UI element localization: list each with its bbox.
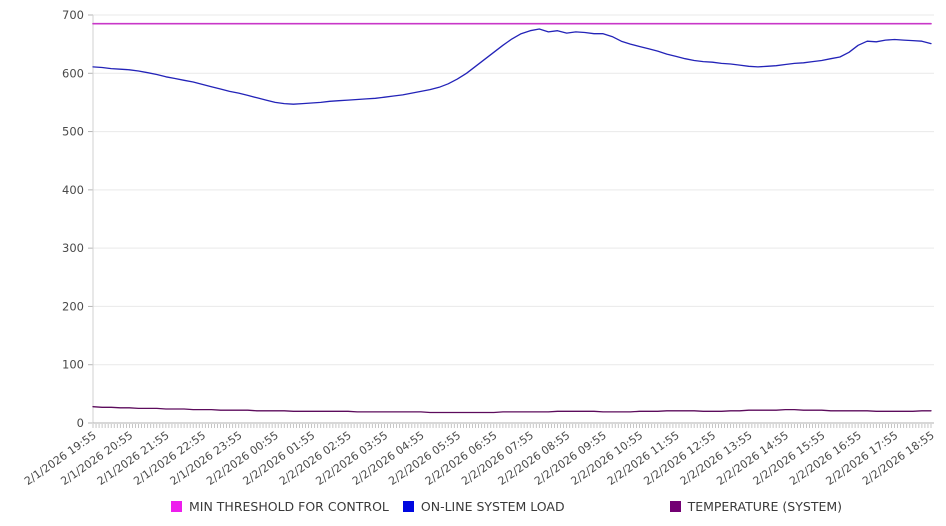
legend-label-temperature: TEMPERATURE (SYSTEM) [687,499,843,514]
y-tick-label: 600 [62,66,84,80]
y-tick-label: 0 [77,416,84,430]
legend-item-system-load: ON-LINE SYSTEM LOAD [402,499,565,514]
legend-item-min-threshold: MIN THRESHOLD FOR CONTROL [171,499,389,514]
y-tick-label: 100 [62,358,84,372]
y-tick-label: 500 [62,125,84,139]
y-tick-label: 300 [62,241,84,255]
legend-item-temperature: TEMPERATURE (SYSTEM) [669,499,843,514]
series-line-1 [92,28,932,105]
x-minor-ticks [92,424,932,428]
chart-legend: MIN THRESHOLD FOR CONTROL ON-LINE SYSTEM… [171,499,856,514]
legend-swatch-temperature [669,501,681,512]
legend-label-min-threshold: MIN THRESHOLD FOR CONTROL [189,499,389,514]
y-tick-label: 200 [62,299,84,313]
y-tick-label: 700 [62,8,84,22]
y-tick-label: 400 [62,183,84,197]
series-line-2 [92,406,932,414]
legend-swatch-min-threshold [171,501,182,512]
legend-label-system-load: ON-LINE SYSTEM LOAD [420,499,565,514]
legend-swatch-system-load [402,501,414,512]
